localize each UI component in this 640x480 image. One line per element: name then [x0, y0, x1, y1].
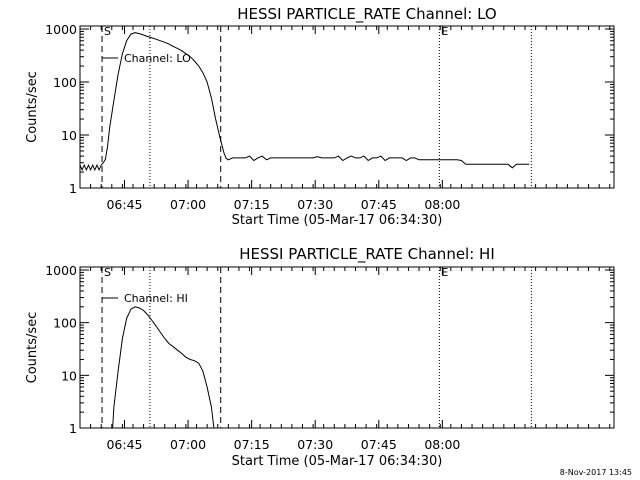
y-tick-label: 100	[53, 75, 77, 90]
x-tick-label: 07:45	[361, 197, 397, 212]
plot-title: HESSI PARTICLE_RATE Channel: HI	[239, 245, 495, 264]
x-tick-label: 07:15	[234, 197, 270, 212]
hi-channel-plot: HESSI PARTICLE_RATE Channel: HI Start Tim…	[25, 245, 615, 469]
y-tick-label: 1	[69, 421, 77, 436]
x-tick-label: 07:15	[234, 437, 270, 452]
plot-frame	[79, 266, 615, 429]
marker-label: E	[441, 25, 448, 38]
series-line	[79, 32, 530, 172]
x-axis-label: Start Time (05-Mar-17 06:34:30)	[232, 213, 443, 228]
legend-label: Channel: LO	[124, 52, 191, 65]
marker-label: S	[104, 266, 111, 279]
x-tick-label: 07:30	[297, 197, 333, 212]
y-axis-label: Counts/sec	[25, 71, 40, 143]
x-tick-label: 07:45	[361, 437, 397, 452]
y-axis-label: Counts/sec	[25, 312, 40, 384]
x-tick-label: 08:00	[424, 197, 460, 212]
y-tick-label: 10	[61, 368, 77, 383]
x-axis-label: Start Time (05-Mar-17 06:34:30)	[232, 454, 443, 469]
series-line	[112, 306, 215, 429]
x-tick-label: 07:00	[170, 197, 206, 212]
y-tick-label: 10	[61, 128, 77, 143]
y-tick-label: 1000	[45, 22, 77, 37]
marker-label: S	[104, 25, 111, 38]
y-tick-label: 1000	[45, 263, 77, 278]
x-tick-label: 08:00	[424, 437, 460, 452]
y-tick-label: 100	[53, 316, 77, 331]
footer-timestamp: 8-Nov-2017 13:45	[560, 468, 632, 477]
x-tick-label: 07:30	[297, 437, 333, 452]
plot-title: HESSI PARTICLE_RATE Channel: LO	[237, 5, 496, 24]
legend-label: Channel: HI	[124, 292, 188, 305]
x-tick-label: 07:00	[170, 437, 206, 452]
x-tick-label: 06:45	[106, 197, 142, 212]
y-tick-label: 1	[69, 181, 77, 196]
plot-frame	[79, 25, 615, 189]
lo-channel-plot: HESSI PARTICLE_RATE Channel: LO Start Tim…	[25, 5, 615, 228]
marker-label: E	[441, 266, 448, 279]
x-tick-label: 06:45	[106, 437, 142, 452]
